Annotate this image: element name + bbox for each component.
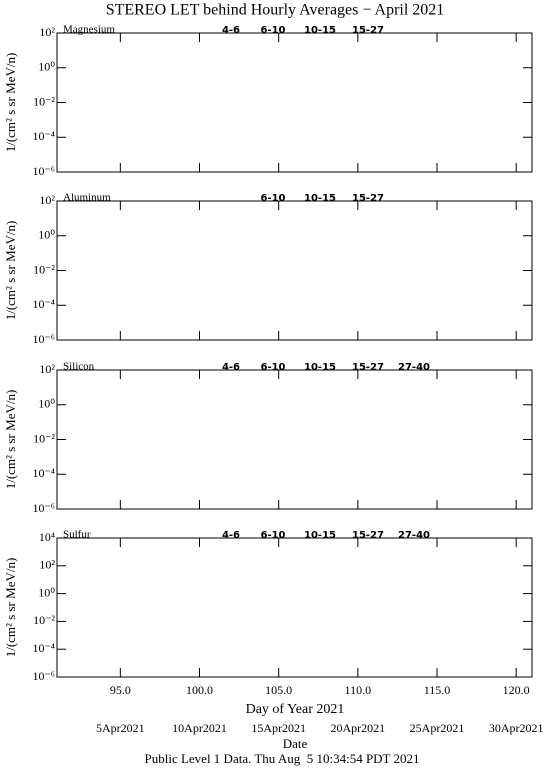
y-tick-label: 10⁻² <box>33 431 55 445</box>
legend-entry: 10-15 <box>304 530 336 541</box>
y-tick-label: 10² <box>39 362 55 376</box>
date-tick-label: 10Apr2021 <box>172 721 227 735</box>
y-tick-label: 10⁻² <box>33 262 55 276</box>
ylabel: 1/(cm² s sr MeV/n) <box>3 53 18 153</box>
plot-frame <box>56 200 533 341</box>
y-tick-label: 10⁻⁴ <box>32 129 55 143</box>
y-tick-label: 10⁰ <box>38 585 55 599</box>
legend-entry: 15-27 <box>352 25 384 36</box>
legend-entry: 10-15 <box>304 25 336 36</box>
x-tick-label: 95.0 <box>110 683 131 697</box>
y-tick-label: 10⁻⁶ <box>32 332 55 346</box>
date-tick-label: 5Apr2021 <box>96 721 145 735</box>
y-tick-label: 10² <box>39 25 55 39</box>
x-tick-label: 105.0 <box>265 683 292 697</box>
y-tick-label: 10² <box>39 193 55 207</box>
legend-entry: 15-27 <box>352 193 384 204</box>
y-tick-label: 10⁻⁴ <box>32 466 55 480</box>
y-tick-label: 10⁴ <box>39 530 55 544</box>
plot-frame <box>56 537 533 678</box>
y-tick-label: 10⁰ <box>38 228 55 242</box>
legend-entry: 6-10 <box>260 193 285 204</box>
x-tick-label: 110.0 <box>345 683 372 697</box>
legend-entry: 4-6 <box>222 530 240 541</box>
y-tick-label: 10² <box>39 558 55 572</box>
x-tick-label: 115.0 <box>424 683 451 697</box>
chart-title: STEREO LET behind Hourly Averages − Apri… <box>106 2 445 19</box>
y-tick-label: 10⁰ <box>38 60 55 74</box>
y-tick-label: 10⁻⁶ <box>32 669 55 683</box>
date-tick-label: 25Apr2021 <box>410 721 465 735</box>
y-tick-label: 10⁻⁶ <box>32 164 55 178</box>
date-axis-label: Date <box>283 736 308 751</box>
y-tick-label: 10⁰ <box>38 397 55 411</box>
ylabel: 1/(cm² s sr MeV/n) <box>3 558 18 658</box>
plot-frame <box>56 32 533 173</box>
legend-entry: 4-6 <box>222 362 240 373</box>
panel-label: Silicon <box>63 361 95 373</box>
legend-entry: 10-15 <box>304 362 336 373</box>
y-tick-label: 10⁻⁴ <box>32 641 55 655</box>
footer: Public Level 1 Data. Thu Aug 5 10:34:54 … <box>144 751 419 766</box>
date-tick-label: 20Apr2021 <box>330 721 385 735</box>
date-tick-label: 15Apr2021 <box>251 721 306 735</box>
y-tick-label: 10⁻² <box>33 94 55 108</box>
ylabel: 1/(cm² s sr MeV/n) <box>3 390 18 490</box>
legend-entry: 15-27 <box>352 362 384 373</box>
x-axis-label: Day of Year 2021 <box>246 702 345 717</box>
panel-label: Sulfur <box>63 529 91 541</box>
legend-entry: 4-6 <box>222 25 240 36</box>
x-tick-label: 100.0 <box>186 683 213 697</box>
ylabel: 1/(cm² s sr MeV/n) <box>3 221 18 321</box>
legend-entry: 10-15 <box>304 193 336 204</box>
x-tick-label: 120.0 <box>503 683 530 697</box>
panel-label: Aluminum <box>63 192 111 204</box>
panel-label: Magnesium <box>63 24 115 36</box>
legend-entry: 15-27 <box>352 530 384 541</box>
legend-entry: 6-10 <box>260 530 285 541</box>
plot-frame <box>56 369 533 510</box>
y-tick-label: 10⁻⁴ <box>32 297 55 311</box>
date-tick-label: 30Apr2021 <box>489 721 544 735</box>
legend-entry: 27-40 <box>398 362 430 373</box>
legend-entry: 6-10 <box>260 362 285 373</box>
legend-entry: 6-10 <box>260 25 285 36</box>
legend-entry: 27-40 <box>398 530 430 541</box>
y-tick-label: 10⁻² <box>33 613 55 627</box>
y-tick-label: 10⁻⁶ <box>32 501 55 515</box>
